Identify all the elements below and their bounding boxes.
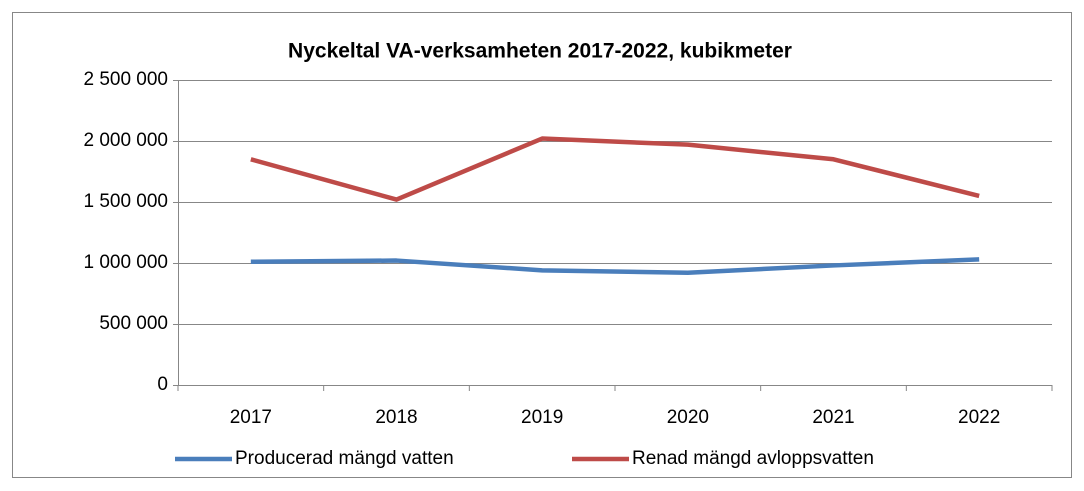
y-tick-label: 500 000 (99, 313, 168, 334)
series-line (250, 136, 980, 202)
y-tick-label: 1 500 000 (83, 191, 168, 212)
x-tick-label: 2019 (521, 407, 563, 428)
y-tick-label: 2 000 000 (83, 130, 168, 151)
x-tick-label: 2022 (958, 407, 1000, 428)
x-tick-label: 2021 (812, 407, 854, 428)
y-tick-label: 1 000 000 (83, 252, 168, 273)
chart-border (12, 12, 1072, 478)
legend-label: Producerad mängd vatten (235, 448, 454, 469)
y-tick-label: 2 500 000 (83, 69, 168, 90)
chart-title: Nyckeltal VA-verksamheten 2017-2022, kub… (288, 40, 792, 63)
y-tick-label: 0 (157, 374, 168, 395)
x-tick-label: 2020 (667, 407, 709, 428)
x-tick-label: 2018 (375, 407, 417, 428)
series-line (250, 257, 980, 276)
x-tick-label: 2017 (230, 407, 272, 428)
legend-label: Renad mängd avloppsvatten (632, 448, 874, 469)
